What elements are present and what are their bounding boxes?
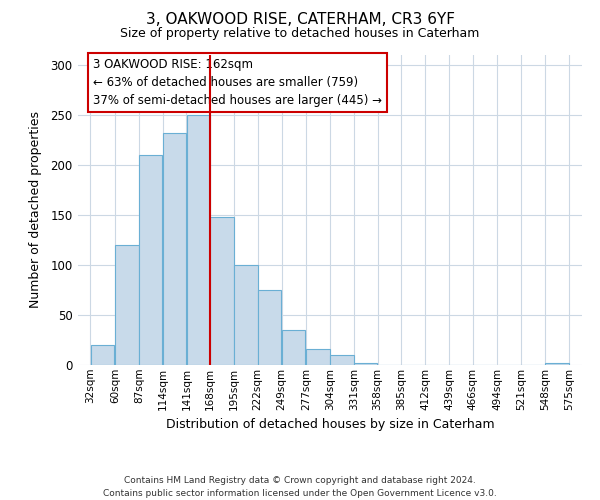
Bar: [139, 155, 163, 365]
Bar: [282, 330, 305, 365]
Bar: [354, 363, 377, 365]
Bar: [258, 290, 281, 365]
Y-axis label: Number of detached properties: Number of detached properties: [29, 112, 42, 308]
Bar: [115, 245, 139, 365]
Bar: [545, 363, 569, 365]
Bar: [234, 265, 257, 365]
Bar: [211, 217, 234, 365]
Bar: [307, 349, 330, 365]
X-axis label: Distribution of detached houses by size in Caterham: Distribution of detached houses by size …: [166, 418, 494, 431]
Text: 3 OAKWOOD RISE: 162sqm
← 63% of detached houses are smaller (759)
37% of semi-de: 3 OAKWOOD RISE: 162sqm ← 63% of detached…: [93, 58, 382, 107]
Bar: [163, 133, 186, 365]
Bar: [330, 355, 353, 365]
Text: 3, OAKWOOD RISE, CATERHAM, CR3 6YF: 3, OAKWOOD RISE, CATERHAM, CR3 6YF: [146, 12, 455, 28]
Text: Size of property relative to detached houses in Caterham: Size of property relative to detached ho…: [121, 28, 479, 40]
Bar: [91, 345, 114, 365]
Bar: [187, 115, 210, 365]
Text: Contains HM Land Registry data © Crown copyright and database right 2024.
Contai: Contains HM Land Registry data © Crown c…: [103, 476, 497, 498]
